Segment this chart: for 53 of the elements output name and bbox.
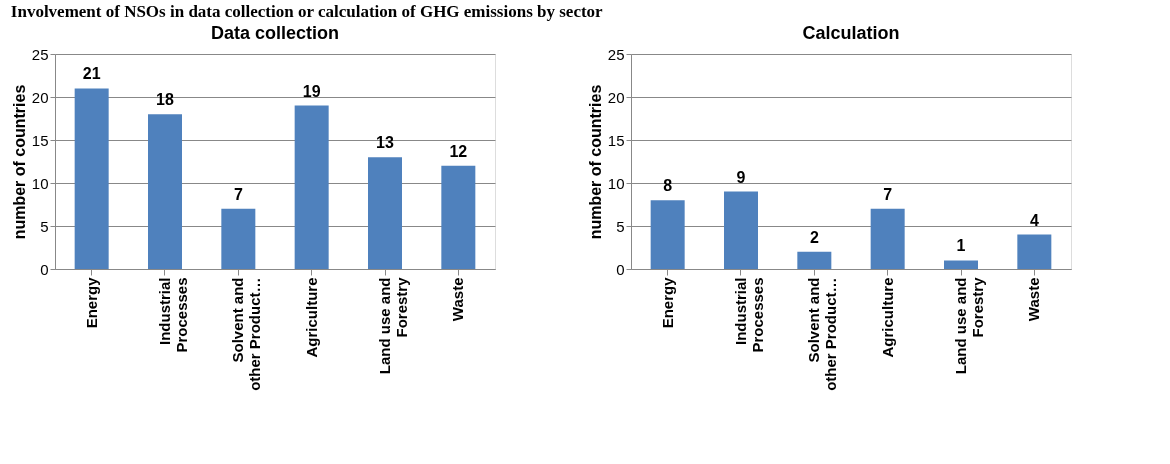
- y-tick-label: 0: [616, 260, 625, 278]
- data-label: 1: [956, 237, 966, 255]
- y-tick-label: 25: [31, 45, 49, 63]
- data-label: 7: [233, 185, 243, 203]
- y-tick-label: 5: [40, 217, 49, 235]
- data-label: 9: [736, 168, 746, 186]
- text: Involvement of NSOs in data collection or calculation of GHG emissions by sector: [10, 1, 604, 21]
- y-tick-label: 25: [607, 45, 625, 63]
- x-tick-label: Solvent and other Product…: [805, 277, 840, 391]
- bar: [650, 200, 685, 269]
- bar: [870, 208, 905, 269]
- bar: [148, 114, 182, 269]
- y-tick-label: 5: [616, 217, 625, 235]
- x-tick-label: Solvent and other Product…: [229, 277, 264, 391]
- bar: [74, 88, 109, 269]
- data-label: 19: [302, 82, 321, 100]
- data-label: 18: [156, 91, 174, 109]
- chart-title: Calculation: [802, 23, 900, 43]
- x-tick-label: Energy: [658, 276, 676, 329]
- bar: [944, 260, 978, 269]
- y-tick-label: 20: [31, 88, 49, 106]
- data-label: 21: [82, 65, 101, 83]
- bar: [221, 208, 256, 269]
- y-tick-label: 20: [607, 88, 625, 106]
- y-tick-label: 10: [31, 174, 49, 192]
- y-tick-label: 15: [607, 131, 625, 149]
- data-label: 2: [809, 228, 819, 246]
- x-tick-label: Land use and Forestry: [376, 276, 410, 375]
- bar: [294, 105, 329, 269]
- bar: [797, 251, 832, 269]
- data-label: 13: [376, 134, 394, 152]
- x-tick-label: Agriculture: [302, 277, 320, 358]
- data-label: 8: [663, 177, 673, 195]
- y-tick-label: 15: [31, 131, 49, 149]
- data-label: 7: [883, 185, 893, 203]
- bar: [724, 191, 758, 269]
- y-axis-title: number of countries: [586, 84, 604, 240]
- bar: [1017, 234, 1052, 269]
- y-tick-label: 0: [40, 260, 49, 278]
- x-tick-label: Waste: [449, 277, 467, 322]
- data-label: 4: [1029, 211, 1039, 229]
- bar: [441, 165, 476, 269]
- bar: [368, 157, 402, 269]
- y-tick-label: 10: [607, 174, 625, 192]
- chart-title: Data collection: [210, 23, 340, 43]
- x-tick-label: Industrial Processes: [732, 277, 766, 353]
- y-axis-title: number of countries: [10, 84, 28, 240]
- x-tick-label: Waste: [1025, 277, 1043, 322]
- x-tick-label: Land use and Forestry: [952, 276, 986, 375]
- x-tick-label: Energy: [82, 276, 100, 329]
- data-label: 12: [449, 142, 468, 160]
- x-tick-label: Agriculture: [878, 277, 896, 358]
- x-tick-label: Industrial Processes: [156, 277, 190, 353]
